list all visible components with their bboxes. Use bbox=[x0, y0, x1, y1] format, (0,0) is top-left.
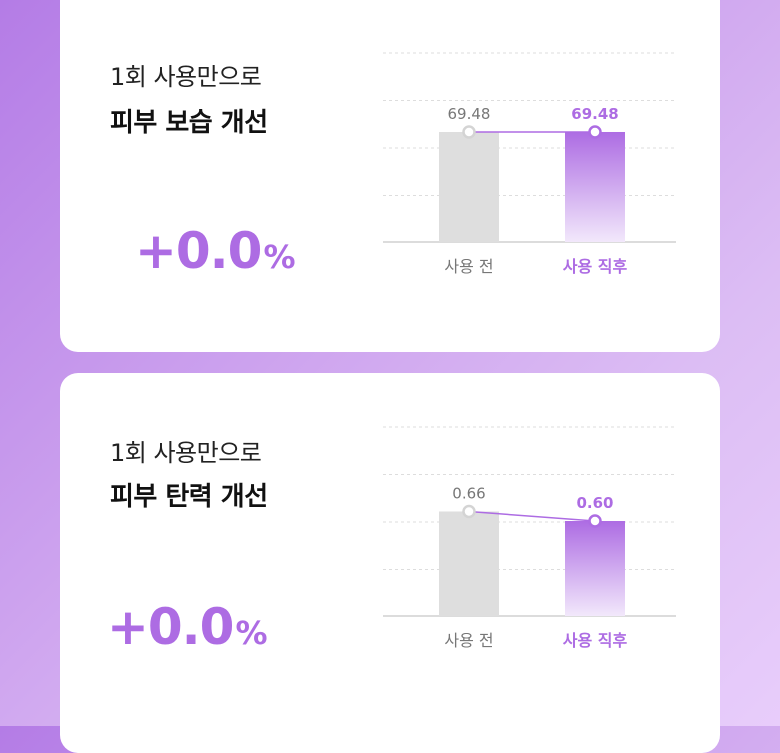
data-point bbox=[462, 504, 476, 519]
category-label: 사용 직후 bbox=[563, 257, 628, 276]
moisture-card: 1회 사용만으로 피부 보습 개선 +0.0% 69.48 69.48 사용 전 사용… bbox=[60, 0, 720, 352]
card-heading: 피부 탄력 개선 bbox=[110, 482, 268, 512]
bar bbox=[439, 511, 499, 616]
data-point bbox=[462, 125, 476, 139]
change-number: +0.0 bbox=[135, 222, 262, 280]
category-label: 사용 전 bbox=[444, 257, 493, 276]
change-value: +0.0% bbox=[107, 598, 268, 656]
moisture-chart: 69.48 69.48 사용 전 사용 직후 bbox=[383, 52, 676, 276]
bar bbox=[565, 131, 625, 242]
data-point bbox=[588, 514, 602, 528]
category-label: 사용 전 bbox=[444, 631, 493, 650]
card-subtitle: 1회 사용만으로 bbox=[110, 63, 262, 91]
change-value: +0.0% bbox=[135, 222, 296, 280]
elasticity-card: 1회 사용만으로 피부 탄력 개선 +0.0% 0.66 0.60 사용 전 사용 직… bbox=[60, 373, 720, 753]
data-label: 69.48 bbox=[571, 105, 618, 123]
category-label: 사용 직후 bbox=[563, 631, 628, 650]
data-point bbox=[588, 125, 602, 139]
bar bbox=[439, 131, 499, 242]
data-label: 0.60 bbox=[576, 494, 613, 512]
change-unit: % bbox=[235, 614, 267, 652]
bar bbox=[565, 521, 625, 616]
card-heading: 피부 보습 개선 bbox=[110, 108, 268, 138]
change-number: +0.0 bbox=[107, 598, 234, 656]
elasticity-chart: 0.66 0.60 사용 전 사용 직후 bbox=[383, 426, 676, 650]
data-label: 0.66 bbox=[452, 485, 485, 503]
trend-line bbox=[468, 510, 596, 522]
change-unit: % bbox=[263, 238, 295, 276]
card-subtitle: 1회 사용만으로 bbox=[110, 439, 262, 467]
data-label: 69.48 bbox=[448, 105, 491, 123]
